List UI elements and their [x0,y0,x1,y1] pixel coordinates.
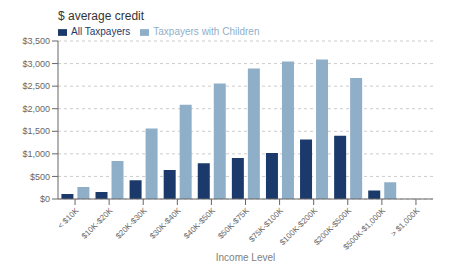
svg-text:$20K-$30K: $20K-$30K [114,206,149,241]
svg-text:$3,000: $3,000 [22,59,50,69]
svg-text:$0: $0 [40,194,50,204]
svg-text:Income Level: Income Level [216,252,275,263]
svg-text:$2,500: $2,500 [22,81,50,91]
svg-text:$500: $500 [30,172,50,182]
svg-text:$30K-$40K: $30K-$40K [148,206,183,241]
svg-text:$40K-$50K: $40K-$50K [182,206,217,241]
svg-text:$200K-$500K: $200K-$500K [312,206,354,247]
svg-text:$10K-$20K: $10K-$20K [80,206,115,241]
svg-text:$100K-$200K: $100K-$200K [278,206,320,247]
svg-text:$3,500: $3,500 [22,36,50,46]
svg-text:$50K-$75K: $50K-$75K [216,206,251,241]
svg-text:$1,000: $1,000 [22,149,50,159]
html-text:All Taxpayers: All Taxpayers [71,26,131,37]
html-text:$ average credit: $ average credit [58,9,145,23]
html-text:Taxpayers with Children: Taxpayers with Children [153,26,260,37]
svg-text:$1,500: $1,500 [22,126,50,136]
svg-text:$2,000: $2,000 [22,104,50,114]
svg-text:< $10K: < $10K [56,206,81,231]
svg-text:$75K-$100K: $75K-$100K [247,206,285,244]
svg-text:> $1,000K: > $1,000K [389,206,422,239]
svg-text:$500K-$1,000K: $500K-$1,000K [342,206,388,252]
